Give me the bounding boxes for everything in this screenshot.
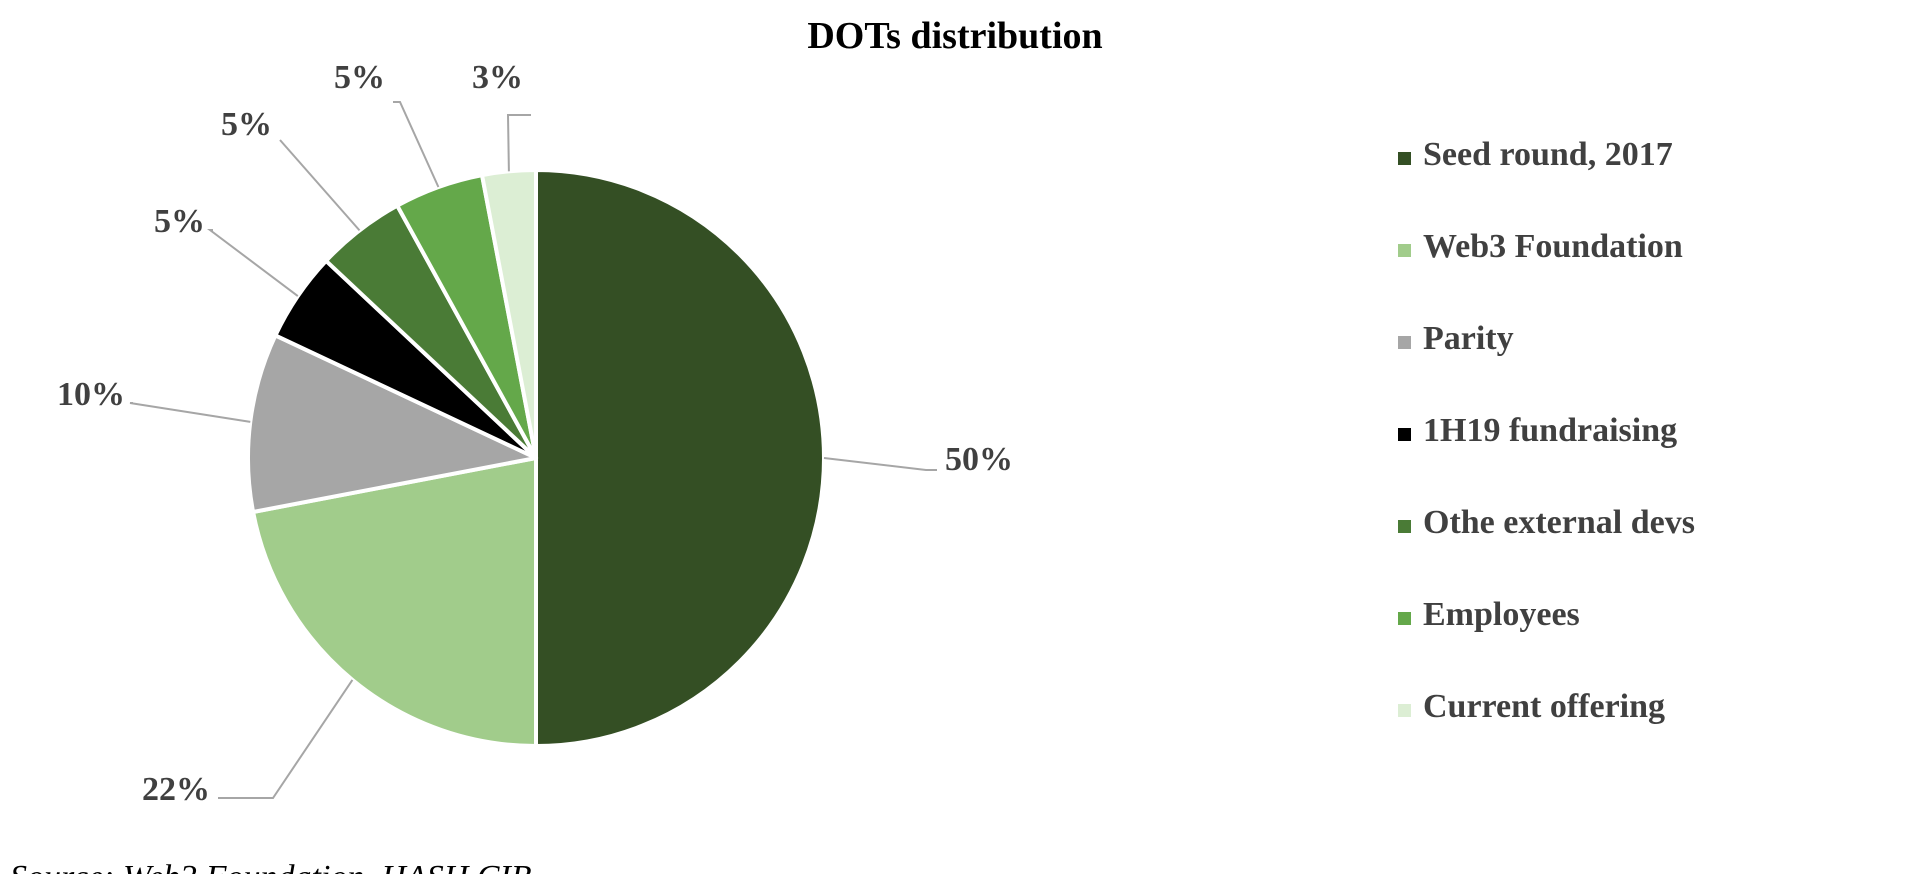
legend-label-othe-external-devs: Othe external devs: [1423, 504, 1695, 541]
leader-line-parity: [129, 402, 251, 423]
leader-line-1h19-fundraising: [207, 229, 299, 297]
data-labels: 50% 22% 10% 5% 5% 5% 3%: [57, 59, 1013, 808]
legend-swatch-1h19-fundraising: [1398, 428, 1411, 441]
leader-line-web3-foundation: [218, 679, 354, 799]
legend: Seed round, 2017 Web3 Foundation Parity 1H1…: [1398, 136, 1695, 725]
legend-swatch-web3-foundation: [1398, 244, 1411, 257]
leader-line-seed-round-2017: [823, 457, 937, 471]
data-label-1h19-fundraising: 5%: [154, 203, 205, 240]
legend-swatch-employees: [1398, 612, 1411, 625]
legend-label-seed-round-2017: Seed round, 2017: [1423, 136, 1673, 173]
data-label-othe-external-devs: 5%: [221, 106, 272, 143]
legend-label-employees: Employees: [1423, 596, 1580, 633]
pie-slice-seed-round-2017: [534, 168, 826, 748]
pie-slices: [246, 168, 826, 748]
legend-swatch-parity: [1398, 336, 1411, 349]
legend-label-current-offering: Current offering: [1423, 688, 1665, 725]
data-label-current-offering: 3%: [472, 59, 523, 96]
legend-label-web3-foundation: Web3 Foundation: [1423, 228, 1683, 265]
legend-swatch-current-offering: [1398, 704, 1411, 717]
source-note: Source: Web3 Foundation, HASH CIB: [10, 859, 532, 874]
chart-title: DOTs distribution: [807, 15, 1102, 57]
leader-lines: [129, 101, 937, 799]
pie-slice-parity: [246, 333, 538, 514]
leader-line-othe-external-devs: [279, 139, 361, 232]
data-label-web3-foundation: 22%: [142, 771, 210, 808]
legend-swatch-seed-round-2017: [1398, 152, 1411, 165]
leader-line-current-offering: [506, 114, 531, 172]
data-label-seed-round-2017: 50%: [945, 441, 1013, 478]
leader-line-employees: [393, 101, 440, 188]
data-label-parity: 10%: [57, 376, 125, 413]
pie-slice-web3-foundation: [251, 456, 538, 748]
data-label-employees: 5%: [334, 59, 385, 96]
legend-label-parity: Parity: [1423, 320, 1514, 357]
legend-label-1h19-fundraising: 1H19 fundraising: [1423, 412, 1677, 449]
legend-swatch-othe-external-devs: [1398, 520, 1411, 533]
